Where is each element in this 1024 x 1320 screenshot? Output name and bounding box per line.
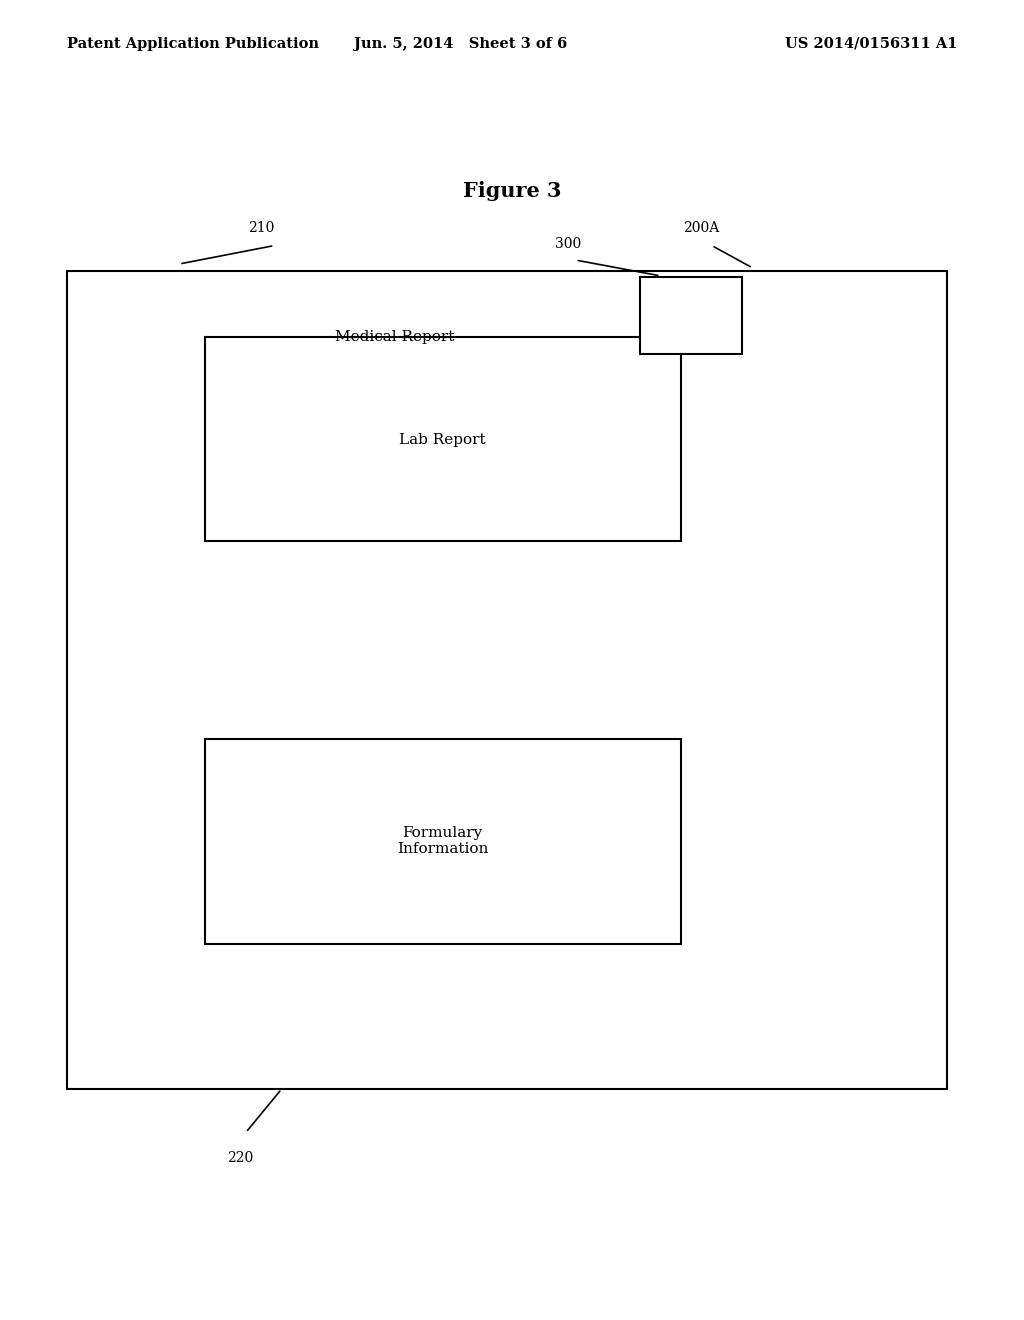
Text: Patent Application Publication: Patent Application Publication (67, 37, 318, 50)
Text: Jun. 5, 2014   Sheet 3 of 6: Jun. 5, 2014 Sheet 3 of 6 (354, 37, 567, 50)
Bar (640, 277, 742, 354)
Text: Figure 3: Figure 3 (463, 181, 561, 202)
Text: Medical Report: Medical Report (335, 330, 454, 343)
Text: 220: 220 (227, 1151, 254, 1166)
Bar (205, 337, 681, 541)
Text: 210: 210 (248, 220, 274, 235)
Text: US 2014/0156311 A1: US 2014/0156311 A1 (785, 37, 957, 50)
Bar (67, 271, 947, 1089)
Text: 300: 300 (555, 236, 582, 251)
Bar (205, 739, 681, 944)
Text: Formulary
Information: Formulary Information (396, 826, 488, 855)
Text: Provider
Identity: Provider Identity (662, 301, 721, 330)
Text: 200A: 200A (683, 220, 720, 235)
Text: Lab Report: Lab Report (399, 433, 485, 446)
